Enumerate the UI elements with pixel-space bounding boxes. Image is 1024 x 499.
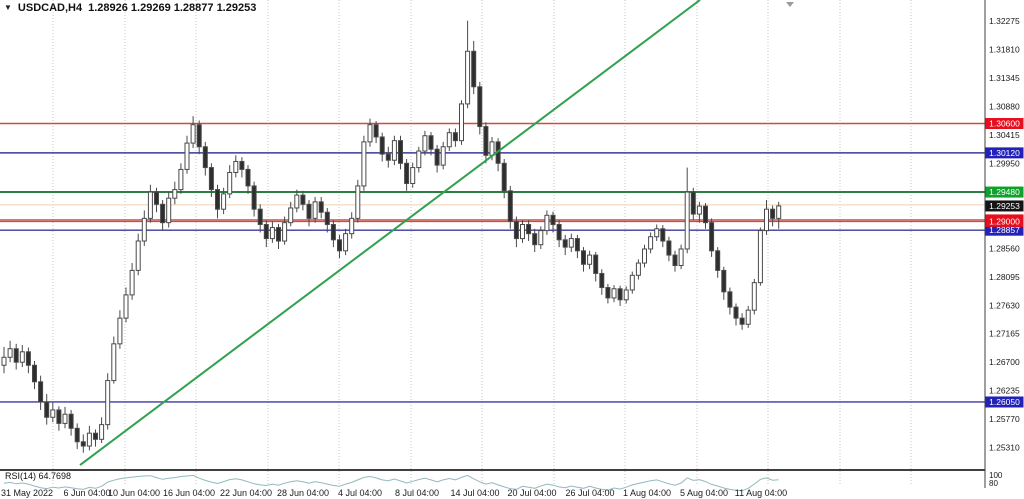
level-price-badge <box>985 224 1024 236</box>
rsi-line <box>3 474 779 492</box>
time-axis-label: 20 Jul 04:00 <box>507 488 556 498</box>
price-tick-label: 1.30415 <box>989 130 1020 140</box>
price-tick-label: 1.31345 <box>989 73 1020 83</box>
level-price-badge <box>985 215 1024 227</box>
time-axis-label: 11 Aug 04:00 <box>735 488 787 498</box>
time-axis-label: 16 Jun 04:00 <box>163 488 215 498</box>
level-price-badge <box>985 396 1024 408</box>
price-axis[interactable]: 1.32275 1.31810 1.31345 1.30880 1.30415 1.299… <box>984 0 1024 499</box>
candlesticks <box>1 20 782 453</box>
chart-title: ▼ USDCAD,H4 1.28926 1.29269 1.28877 1.29… <box>4 2 256 14</box>
time-axis-label: 1 Aug 04:00 <box>623 488 671 498</box>
price-tick-label: 1.32275 <box>989 16 1020 26</box>
svg-text:1.26050: 1.26050 <box>989 397 1020 407</box>
horizontal-level-lines[interactable] <box>0 122 985 403</box>
price-tick-label: 1.28095 <box>989 272 1020 282</box>
ohlc-readout: 1.28926 1.29269 1.28877 1.29253 <box>88 2 257 14</box>
time-axis-label: 14 Jul 04:00 <box>450 488 499 498</box>
symbol-timeframe-label: USDCAD,H4 <box>17 2 83 14</box>
current-price-badge <box>985 200 1024 212</box>
time-axis-label: 4 Jul 04:00 <box>338 488 382 498</box>
price-tick-label: 1.31810 <box>989 44 1020 54</box>
svg-text:1.28857: 1.28857 <box>989 225 1020 235</box>
price-tick-label: 1.25770 <box>989 414 1020 424</box>
price-tick-label: 1.30880 <box>989 101 1020 111</box>
svg-text:1.29253: 1.29253 <box>989 201 1020 211</box>
price-tick-label: 1.25310 <box>989 442 1020 452</box>
symbol-dropdown-icon[interactable]: ▼ <box>4 2 12 12</box>
price-tick-label: 1.27165 <box>989 329 1020 339</box>
chart-shift-marker-icon[interactable] <box>786 2 794 7</box>
price-tick-label: 1.26235 <box>989 386 1020 396</box>
rsi-indicator-label: RSI(14) 64.7698 <box>5 471 71 481</box>
level-price-badge <box>985 186 1024 198</box>
price-tick-label: 1.27630 <box>989 300 1020 310</box>
svg-text:1.30600: 1.30600 <box>989 119 1020 129</box>
price-tick-label: 1.26700 <box>989 357 1020 367</box>
time-axis-label: 28 Jun 04:00 <box>277 488 329 498</box>
svg-text:1.30120: 1.30120 <box>989 148 1020 158</box>
price-tick-label: 1.28560 <box>989 243 1020 253</box>
time-axis-label: 22 Jun 04:00 <box>220 488 272 498</box>
rsi-value-text: RSI(14) 64.7698 <box>5 471 72 481</box>
trendline[interactable] <box>79 0 701 466</box>
time-axis-label: 10 Jun 04:00 <box>108 488 160 498</box>
time-axis-label: 31 May 2022 <box>1 488 53 498</box>
time-axis-label: 5 Aug 04:00 <box>680 488 728 498</box>
time-axis-label: 26 Jul 04:00 <box>565 488 614 498</box>
time-axis-label: 6 Jun 04:00 <box>63 488 110 498</box>
svg-text:1.29480: 1.29480 <box>989 187 1020 197</box>
price-tick-label: 1.29950 <box>989 158 1020 168</box>
rsi-scale-label: 100 <box>989 471 1003 480</box>
grid-lines <box>52 0 912 486</box>
level-price-badge <box>985 147 1024 159</box>
rsi-scale-label: 80 <box>989 479 998 488</box>
time-axis-label: 8 Jul 04:00 <box>395 488 439 498</box>
price-badges: 1.290251.288571.290001.306001.301201.294… <box>985 118 1024 408</box>
level-price-badge <box>985 118 1024 130</box>
svg-text:1.29000: 1.29000 <box>989 216 1020 226</box>
